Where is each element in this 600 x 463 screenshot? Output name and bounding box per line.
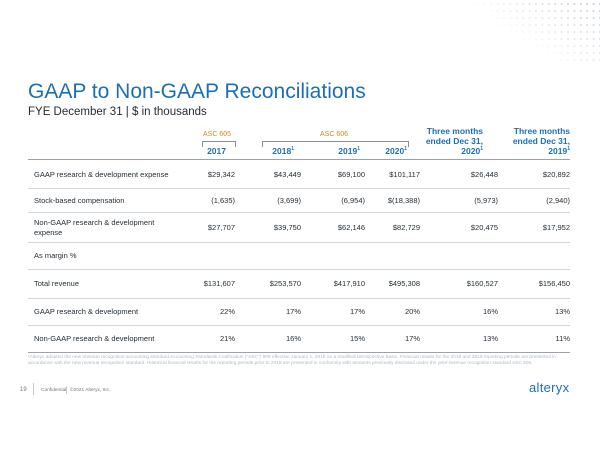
page-number: 19 — [20, 387, 27, 393]
footnote: ¹Alteryx adopted the new revenue recogni… — [28, 355, 556, 367]
table-row-gaap-rd-expense: GAAP research & development expense $29,… — [28, 160, 570, 189]
table-row-gaap-rd-margin: GAAP research & development 22% 17% 17% … — [28, 299, 570, 326]
alteryx-logo: alteryx — [529, 380, 570, 395]
page-title: GAAP to Non-GAAP Reconciliations — [28, 80, 366, 103]
table-row-non-gaap-rd-margin: Non-GAAP research & development 21% 16% … — [28, 326, 570, 353]
page-subtitle: FYE December 31 | $ in thousands — [28, 106, 207, 118]
asc-605-bracket — [202, 141, 236, 147]
asc-606-label: ASC 606 — [320, 131, 349, 138]
header-rule — [28, 159, 570, 160]
column-header-2019: 20191 — [338, 146, 360, 156]
copyright-text: ©2021 Alteryx, Inc. — [70, 388, 111, 393]
table-row-stock-comp: Stock-based compensation (1,635) (3,699)… — [28, 189, 570, 213]
confidential-label: Confidential — [41, 388, 67, 393]
table-row-as-margin: As margin % — [28, 243, 570, 270]
asc-605-label: ASC 605 — [203, 131, 232, 138]
column-header-2017: 2017 — [207, 146, 226, 156]
table-row-total-revenue: Total revenue $131,607 $253,570 $417,910… — [28, 270, 570, 299]
footer-divider-small — [66, 386, 67, 394]
asc-606-bracket — [262, 141, 409, 147]
column-header-2018: 20181 — [272, 146, 294, 156]
column-header-2020: 20201 — [385, 146, 407, 156]
footer-divider — [33, 383, 34, 395]
table-row-non-gaap-rd-expense: Non-GAAP research & development expense … — [28, 213, 570, 243]
column-header-q4-2019: Three months ended Dec 31, 20191 — [512, 126, 570, 156]
decorative-dot-pattern — [470, 2, 600, 62]
column-header-q4-2020: Three months ended Dec 31, 20201 — [425, 126, 483, 156]
